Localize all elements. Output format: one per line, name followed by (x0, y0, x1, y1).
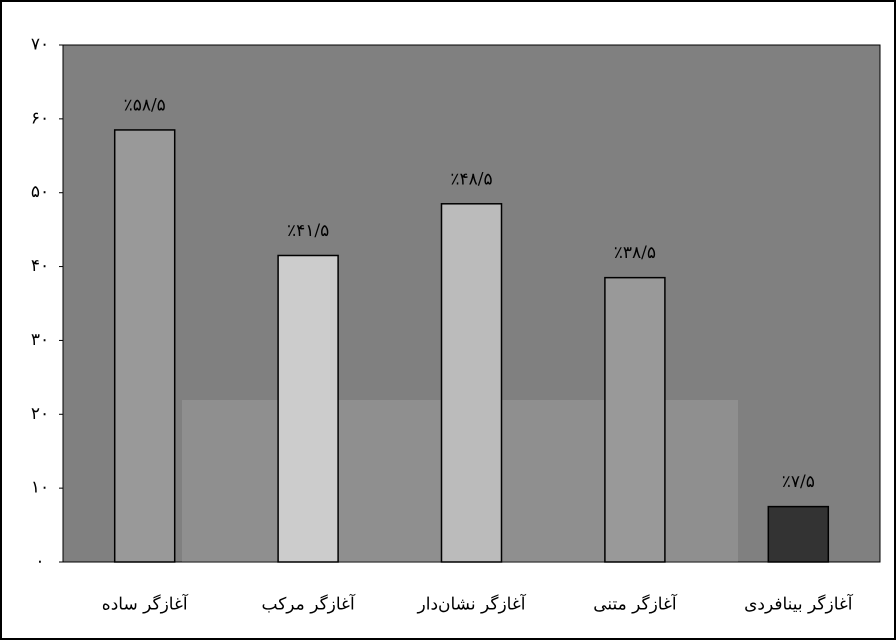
x-tick-label: آغازگر مرکب (262, 593, 356, 615)
value-label: ٪۵۸/۵ (124, 95, 166, 115)
y-tick-label: ۰ (35, 552, 44, 572)
value-label: ٪۴۱/۵ (287, 221, 329, 241)
y-tick-label: ۱۰ (31, 478, 49, 498)
bar (605, 278, 665, 562)
x-tick-label: آغازگر ساده (102, 593, 189, 615)
y-tick-label: ۳۰ (31, 330, 49, 350)
x-tick-label: آغازگر بینافردی (744, 593, 854, 615)
value-label: ٪۳۸/۵ (614, 243, 656, 263)
x-tick-label: آغازگر متنی (593, 593, 678, 615)
y-tick-label: ۴۰ (31, 256, 49, 276)
value-label: ٪۷/۵ (782, 472, 815, 492)
bar (442, 204, 502, 562)
y-tick-label: ۵۰ (31, 182, 49, 202)
x-tick-label: آغازگر نشان‌دار (417, 593, 527, 615)
bar (278, 255, 338, 562)
bar (115, 130, 175, 562)
y-tick-label: ۲۰ (31, 404, 49, 424)
value-label: ٪۴۸/۵ (450, 169, 492, 189)
y-tick-label: ۷۰ (31, 35, 49, 55)
bar (768, 507, 828, 562)
y-tick-label: ۶۰ (31, 108, 49, 128)
chart: ۰ ۱۰ ۲۰ ۳۰ ۴۰ ۵۰ ۶۰ ۷۰ آغازگر ساده ٪۵۸/۵ آغازگر مر… (0, 0, 896, 640)
